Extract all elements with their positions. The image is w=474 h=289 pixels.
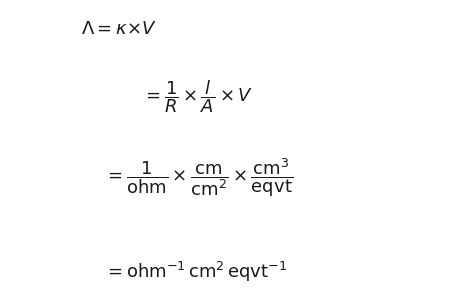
Text: $=\dfrac{1}{R}\times\dfrac{l}{A}\times V$: $=\dfrac{1}{R}\times\dfrac{l}{A}\times V… [142,78,253,115]
Text: $\Lambda = \kappa{\times}V$: $\Lambda = \kappa{\times}V$ [81,20,156,38]
Text: $=\dfrac{1}{\mathrm{ohm}}\times\dfrac{\mathrm{cm}}{\mathrm{cm}^{2}}\times\dfrac{: $=\dfrac{1}{\mathrm{ohm}}\times\dfrac{\m… [104,156,293,199]
Text: $=\mathrm{ohm}^{-1}\,\mathrm{cm}^{2}\,\mathrm{eqvt}^{-1}$: $=\mathrm{ohm}^{-1}\,\mathrm{cm}^{2}\,\m… [104,260,287,284]
